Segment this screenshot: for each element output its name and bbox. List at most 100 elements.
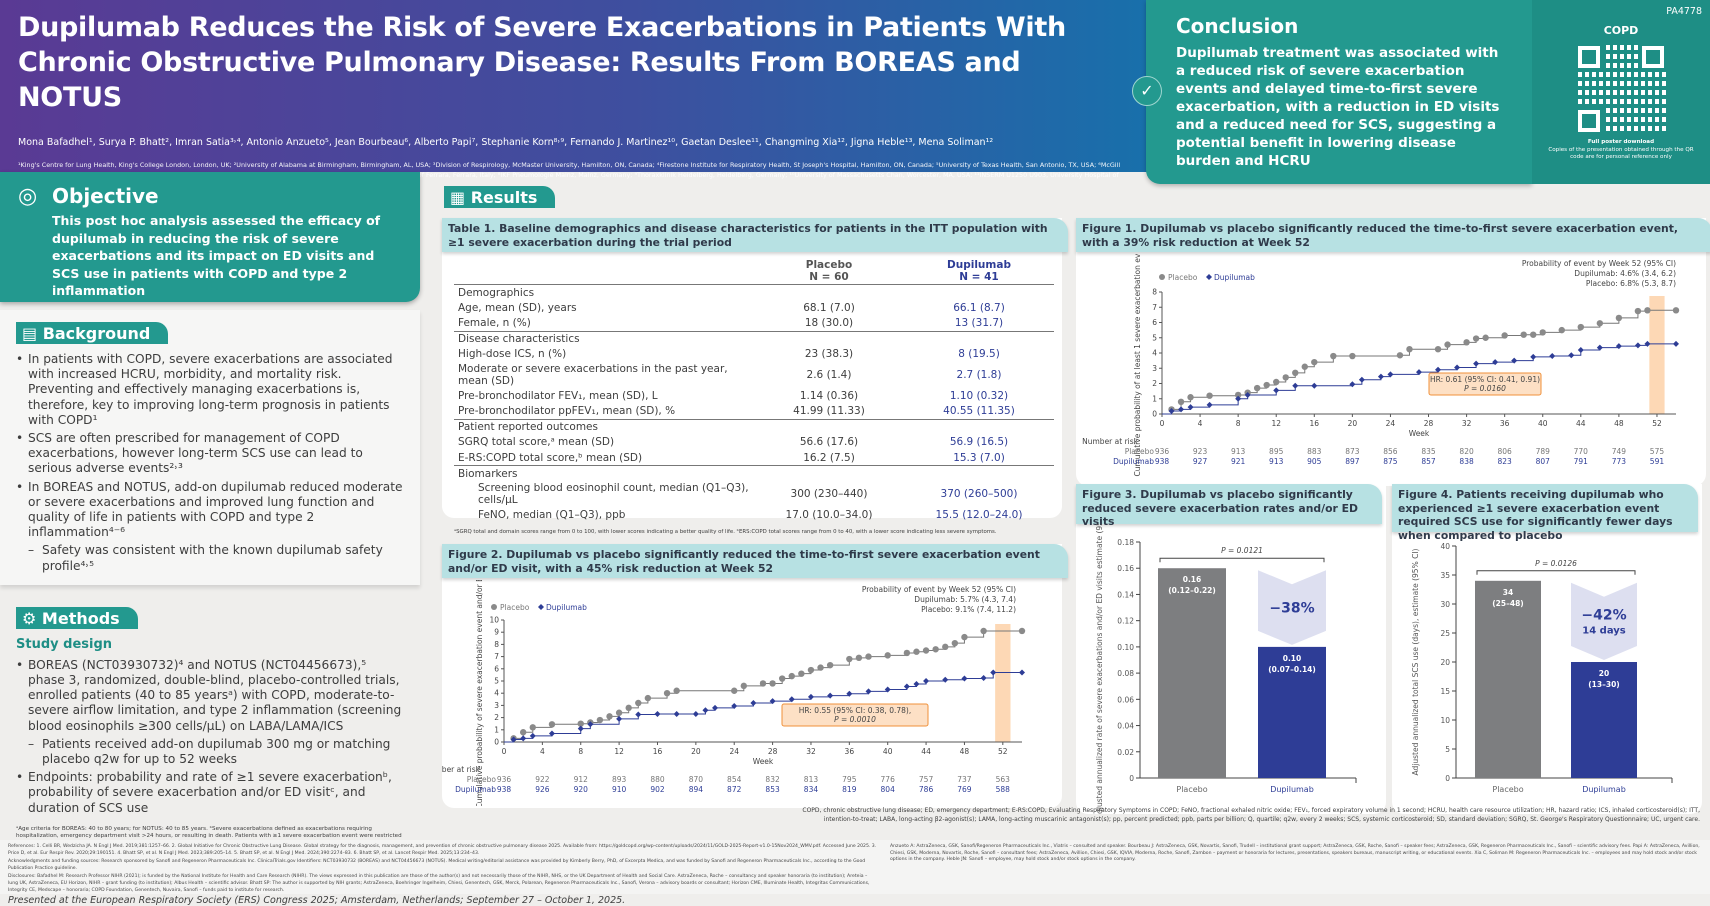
x-tick-label: 20 [1348,419,1358,428]
table1-container: Placebo N = 60 Dupilumab N = 41 Demographi… [454,258,1054,535]
dupilumab-censor-point [1019,669,1025,676]
dupilumab-censor-point [884,686,891,693]
dupilumab-censor-point [1178,406,1185,413]
dupilumab-censor-point [1349,381,1356,388]
risk-count-placebo: 813 [804,775,819,784]
table-cell-placebo [754,465,904,481]
bar-placebo [1475,580,1541,778]
dupilumab-censor-point [1492,359,1499,366]
y-tick-label: 7 [1152,303,1157,312]
placebo-censor-point [673,687,680,694]
y-tick-label: 0.06 [1117,695,1134,704]
table-cell-label: Moderate or severe exacerbations in the … [458,363,728,387]
x-tick-label: 52 [1652,419,1662,428]
disclosures-continued: Anzueto A: AstraZeneca, GSK, Sanofi/Rege… [890,844,1700,863]
y-tick-label: 35 [1440,571,1450,580]
table-row: Screening blood eosinophil count, median… [454,481,1054,507]
bar-ci-label: (25–48) [1492,599,1523,608]
table-cell-placebo: 300 (230–440) [790,488,868,500]
probability-annotation: Placebo: 6.8% (5.3, 8.7) [1586,279,1676,288]
x-tick-label: 48 [1614,419,1624,428]
table-cell-placebo: 17.0 (10.0–34.0) [785,508,873,521]
placebo-censor-point [1253,384,1261,392]
dupilumab-censor-point [788,696,795,703]
x-category-label: Dupilumab [1582,785,1626,794]
bar-ci-label: (0.07–0.14) [1268,665,1316,674]
dupilumab-censor-point [1549,353,1556,360]
risk-count-placebo: 789 [1536,447,1551,456]
y-tick-label: 0.02 [1117,748,1134,757]
qr-label: COPD [1603,24,1639,37]
x-tick-label: 12 [1271,419,1281,428]
study-design-heading: Study design [16,636,113,652]
conclusion-title: Conclusion [1176,14,1299,38]
dupilumab-censor-point [1634,342,1641,349]
risk-count-dupilumab: 819 [842,785,857,794]
risk-count-placebo: 757 [919,775,934,784]
placebo-censor-point [1018,627,1026,635]
dupilumab-censor-point [769,698,776,705]
bar-ci-label: (0.12–0.22) [1168,586,1216,595]
dupilumab-censor-point [1187,404,1194,411]
probability-annotation: Dupilumab: 5.7% (4.3, 7.4) [914,595,1016,604]
probability-annotation: Placebo: 9.1% (7.4, 11.2) [921,605,1016,614]
qr-code-icon[interactable] [1575,43,1667,135]
dupilumab-censor-point [1358,376,1365,383]
placebo-censor-point [625,704,632,712]
x-tick-label: 8 [578,747,583,756]
figure1-caption: Figure 1. Dupilumab vs placebo significa… [1076,218,1710,252]
dupilumab-censor-point [942,676,949,683]
placebo-censor-point [807,666,815,674]
table-cell-placebo [754,418,904,435]
y-tick-label: 0.08 [1117,669,1134,678]
risk-count-dupilumab: 920 [574,785,589,794]
poster-title-line1: Dupilumab Reduces the Risk of Severe Exa… [18,12,1066,43]
placebo-censor-point [1330,352,1337,360]
table-cell-dupilumab: 8 (19.5) [958,348,1000,361]
table-cell-placebo: 16.2 (7.5) [803,451,855,464]
placebo-censor-point [1558,326,1565,334]
risk-count-placebo: 737 [957,775,972,784]
table-cell-label: Pre-bronchodilator FEV₁, mean (SD), L [458,389,658,402]
y-axis-label: Cumulative probability of at least 1 sev… [1133,254,1142,477]
placebo-censor-point [1187,394,1194,401]
placebo-censor-point [1482,334,1489,341]
dupilumab-censor-point [510,736,517,743]
dupilumab-censor-point [654,710,661,717]
dupilumab-censor-point [702,707,709,714]
table-cell-placebo: 18 (30.0) [804,317,854,329]
risk-count-placebo: 770 [1574,447,1589,456]
y-tick-label: 30 [1440,600,1450,609]
gears-icon: ⚙ [22,608,42,628]
x-category-label: Dupilumab [1270,785,1314,794]
risk-count-placebo: 795 [842,775,857,784]
placebo-censor-point [1634,307,1642,315]
legend-dupilumab-marker [538,604,544,610]
dupilumab-censor-point [1644,340,1651,347]
placebo-censor-point [644,694,652,702]
x-tick-label: 28 [1424,419,1434,428]
dupilumab-censor-point [548,730,555,737]
table-cell-dupilumab: 370 (260–500) [940,488,1018,500]
dupilumab-censor-point [1473,360,1480,367]
placebo-censor-point [606,713,613,720]
risk-count-dupilumab: 913 [1269,457,1284,466]
table-cell-label: Female, n (%) [458,317,531,329]
risk-count-dupilumab: 591 [1650,457,1665,466]
y-tick-label: 3 [1152,364,1157,373]
table-cell-label: Disease characteristics [454,330,754,347]
risk-count-dupilumab: 791 [1574,457,1589,466]
y-tick-label: 8 [494,640,499,649]
table-cell-placebo [754,330,904,347]
risk-count-dupilumab: 897 [1345,457,1360,466]
dupilumab-censor-point [1244,391,1251,398]
risk-count-placebo: 936 [1155,447,1170,456]
placebo-censor-point [884,652,891,659]
table-cell-label: Screening blood eosinophil count, median… [478,482,749,506]
x-tick-label: 24 [729,747,739,756]
x-tick-label: 8 [1236,419,1241,428]
y-tick-label: 8 [1152,288,1157,297]
x-tick-label: 40 [1538,419,1548,428]
table-row: E-RS:COPD total score,ᵇ mean (SD) 16.2 (7… [454,450,1054,466]
placebo-censor-point [1292,369,1299,377]
